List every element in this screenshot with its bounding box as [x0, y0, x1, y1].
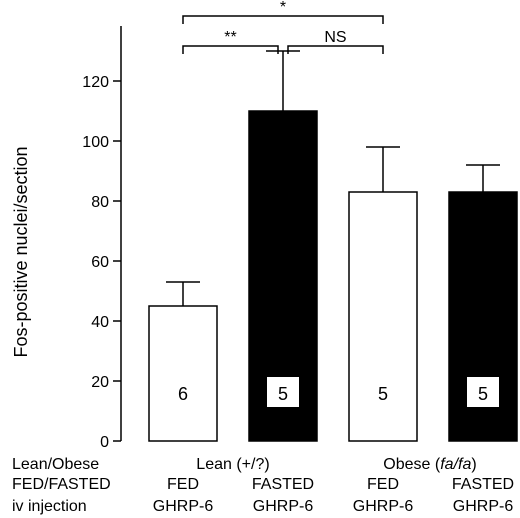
y-tick-label: 120: [82, 74, 109, 91]
row-label: iv injection: [12, 498, 87, 515]
n-label: 5: [378, 384, 388, 404]
y-tick-label: 40: [91, 314, 109, 331]
significance-label: NS: [324, 29, 346, 46]
y-tick-label: 80: [91, 194, 109, 211]
y-axis-label: Fos-positive nuclei/section: [11, 146, 31, 357]
significance-bracket: [287, 45, 384, 54]
group-label: Obese (fa/fa): [383, 456, 476, 473]
group-label-italic: fa/fa: [440, 456, 471, 473]
group-label: Lean (+/?): [196, 456, 269, 473]
significance-bracket: [182, 15, 384, 24]
condition-label: FED: [167, 476, 199, 493]
group-label-prefix: Lean (+/?): [196, 456, 269, 473]
injection-label: GHRP-6: [453, 498, 514, 515]
n-label-box: [467, 377, 499, 407]
n-label-box: [267, 377, 299, 407]
injection-label: GHRP-6: [253, 498, 314, 515]
significance-label: **: [224, 29, 236, 46]
n-label: 5: [278, 384, 288, 404]
significance-bracket: [182, 45, 279, 54]
row-label: FED/FASTED: [12, 476, 111, 493]
bar: [348, 191, 418, 442]
significance-label: *: [280, 0, 286, 16]
n-label: 6: [178, 384, 188, 404]
condition-label: FASTED: [452, 476, 514, 493]
n-label: 5: [478, 384, 488, 404]
condition-label: FASTED: [252, 476, 314, 493]
y-tick-label: 100: [82, 134, 109, 151]
row-label: Lean/Obese: [12, 456, 99, 473]
bar: [148, 305, 218, 442]
y-tick-label: 60: [91, 254, 109, 271]
injection-label: GHRP-6: [353, 498, 414, 515]
y-tick-label: 0: [100, 434, 109, 451]
group-label-prefix: Obese (: [383, 456, 441, 473]
group-label-suffix: ): [471, 456, 476, 473]
y-tick-label: 20: [91, 374, 109, 391]
injection-label: GHRP-6: [153, 498, 214, 515]
condition-label: FED: [367, 476, 399, 493]
